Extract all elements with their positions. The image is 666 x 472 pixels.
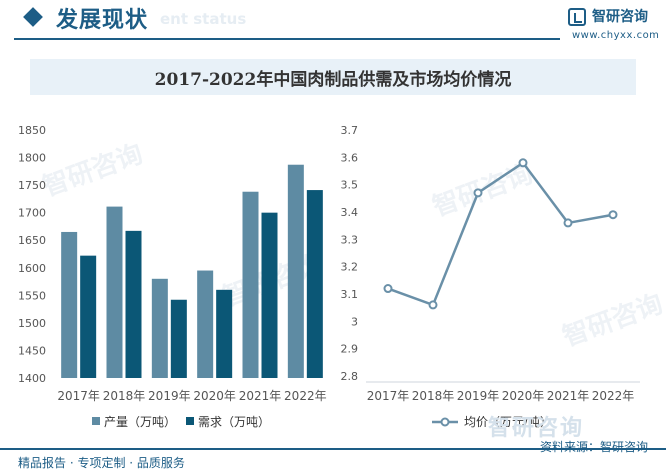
chart-title-box: 2017-2022年中国肉制品供需及市场均价情况	[30, 59, 636, 95]
source-note: 资料来源：智研咨询	[539, 440, 648, 454]
y-tick-label: 3.6	[341, 151, 359, 164]
x-tick-label: 2022年	[284, 389, 327, 403]
bar-production	[287, 164, 304, 378]
y-tick-label: 1750	[18, 179, 46, 192]
y-tick-label: 3.3	[341, 233, 359, 246]
logo-name: 智研咨询	[592, 9, 648, 25]
section-title: 发展现状	[56, 8, 149, 33]
data-point-price	[563, 218, 573, 228]
y-tick-label: 1500	[18, 317, 46, 330]
y-tick-label: 1700	[18, 207, 46, 220]
x-tick-label: 2020年	[502, 389, 545, 403]
legend-label: 均价（万元/吨）	[464, 415, 552, 429]
x-tick-label: 2021年	[239, 389, 282, 403]
bar-production	[61, 231, 78, 378]
logo-icon	[568, 8, 586, 26]
bar-demand	[261, 212, 278, 378]
header-divider	[14, 38, 560, 40]
data-point-price	[608, 210, 618, 220]
bar-demand	[80, 255, 97, 378]
legend-marker	[440, 417, 450, 427]
footer: 智研咨询 精品报告 · 专项定制 · 品质服务 资料来源：智研咨询	[0, 416, 666, 472]
y-tick-label: 1600	[18, 262, 46, 275]
y-tick-label: 3.2	[341, 261, 359, 274]
logo-url: www.chyxx.com	[572, 30, 660, 41]
y-tick-label: 1650	[18, 234, 46, 247]
data-point-price	[473, 188, 483, 198]
data-point-price	[518, 158, 528, 168]
section-subtitle: ent status	[160, 10, 247, 28]
legend-swatch	[186, 417, 194, 425]
x-tick-label: 2021年	[547, 389, 590, 403]
footer-tagline: 精品报告 · 专项定制 · 品质服务	[18, 456, 185, 470]
y-tick-label: 1400	[18, 372, 46, 385]
chart-title: 2017-2022年中国肉制品供需及市场均价情况	[154, 69, 512, 90]
data-point-price	[383, 284, 393, 294]
y-tick-label: 1800	[18, 152, 46, 165]
legend-label: 产量（万吨）	[104, 415, 176, 429]
legend-swatch	[92, 417, 100, 425]
series-line-price	[387, 161, 614, 307]
x-tick-label: 2019年	[148, 389, 191, 403]
x-tick-label: 2017年	[57, 389, 100, 403]
bar-demand	[170, 299, 187, 378]
y-tick-label: 3.5	[341, 179, 359, 192]
bar-demand	[125, 230, 142, 378]
y-tick-label: 1850	[18, 124, 46, 137]
bar-production	[106, 206, 123, 378]
x-tick-label: 2022年	[592, 389, 635, 403]
y-tick-label: 1450	[18, 344, 46, 357]
y-tick-label: 3.4	[341, 206, 359, 219]
x-tick-label: 2018年	[412, 389, 455, 403]
bar-demand	[216, 289, 233, 378]
y-tick-label: 3	[351, 315, 358, 328]
y-tick-label: 1550	[18, 289, 46, 302]
data-point-price	[428, 300, 438, 310]
y-tick-label: 2.8	[341, 370, 359, 383]
bar-production	[242, 191, 259, 378]
bar-production	[151, 278, 168, 378]
legend-label: 需求（万吨）	[198, 415, 270, 429]
bar-demand	[306, 190, 323, 378]
bar-production	[197, 270, 214, 378]
x-tick-label: 2019年	[457, 389, 500, 403]
x-tick-label: 2018年	[103, 389, 146, 403]
x-tick-label: 2017年	[367, 389, 410, 403]
y-tick-label: 3.7	[341, 124, 359, 137]
x-tick-label: 2020年	[193, 389, 236, 403]
header: ent status 发展现状 智研咨询 www.chyxx.com	[0, 0, 666, 50]
y-tick-label: 2.9	[341, 343, 359, 356]
footer-brand: 智研咨询	[488, 416, 585, 441]
y-tick-label: 3.1	[341, 288, 359, 301]
